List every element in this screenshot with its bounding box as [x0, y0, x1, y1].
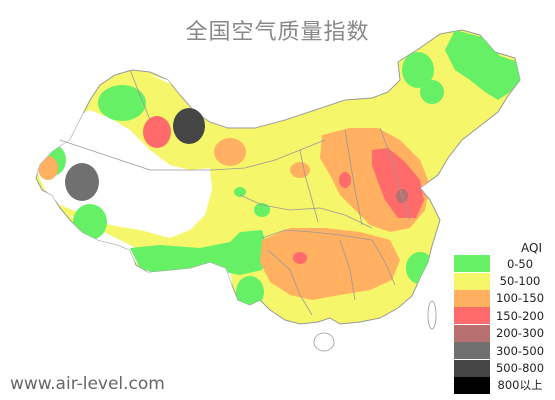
- taiwan-island: [427, 300, 437, 330]
- legend-swatch: [454, 342, 490, 360]
- legend-item: 150-200: [454, 307, 550, 325]
- aqi-zone-xinjiang-north: [98, 85, 146, 121]
- legend-label: 300-500: [495, 343, 545, 358]
- legend-item: 50-100: [454, 272, 550, 290]
- legend-swatch: [454, 272, 490, 290]
- aqi-zone-xinjiang-east: [143, 116, 171, 148]
- aqi-zone-sichuan: [293, 252, 307, 264]
- legend-swatch: [454, 359, 490, 377]
- aqi-zone-shaanxi-north: [214, 138, 246, 166]
- hainan-island: [313, 332, 335, 352]
- legend-swatch: [454, 324, 490, 342]
- legend-label: 100-150: [495, 291, 545, 306]
- aqi-zone-xinjiang-west-orange: [38, 156, 58, 180]
- province-borders: [59, 69, 431, 316]
- legend-title: AQI: [521, 241, 542, 255]
- legend-swatch: [454, 289, 490, 307]
- legend-item: 500-800: [454, 359, 550, 377]
- aqi-zone-northeast-west: [402, 52, 434, 88]
- aqi-zone-jilin: [420, 80, 444, 104]
- aqi-zone-xinjiang-kashgar: [65, 163, 99, 201]
- legend-item: 100-150: [454, 289, 550, 307]
- aqi-zone-gansu: [234, 187, 246, 197]
- aqi-zone-sichuan-west: [236, 276, 264, 308]
- legend-label: 200-300: [495, 326, 545, 341]
- legend-label: 500-800: [495, 361, 545, 376]
- aqi-zone-xinjiang-hami: [173, 108, 205, 144]
- legend-label: 0-50: [506, 256, 534, 271]
- legend-swatch: [454, 255, 490, 273]
- legend-label: 150-200: [495, 308, 545, 323]
- legend-item: 200-300: [454, 324, 550, 342]
- legend-label: 50-100: [499, 274, 541, 289]
- aqi-zone-xinjiang-south: [73, 204, 107, 240]
- legend-item: 800以上: [454, 376, 550, 394]
- aqi-zone-henan: [339, 172, 351, 188]
- legend-swatch: [454, 307, 490, 325]
- aqi-zone-heilongjiang: [445, 30, 520, 100]
- aqi-legend: AQI 0-50 50-100 100-150 150-200 200-300 …: [454, 241, 550, 394]
- site-watermark: www.air-level.com: [10, 374, 165, 394]
- aqi-zone-hubei: [290, 162, 310, 178]
- legend-swatch: [454, 376, 490, 394]
- aqi-zone-tibet-qinghai: [130, 230, 268, 275]
- map-title: 全国空气质量指数: [185, 20, 370, 45]
- legend-label: 800以上: [497, 378, 543, 393]
- legend-item: 300-500: [454, 342, 550, 360]
- legend-item: 0-50: [454, 255, 550, 273]
- no-data-xinjiang-north: [36, 110, 212, 238]
- aqi-zone-ningxia: [254, 203, 270, 217]
